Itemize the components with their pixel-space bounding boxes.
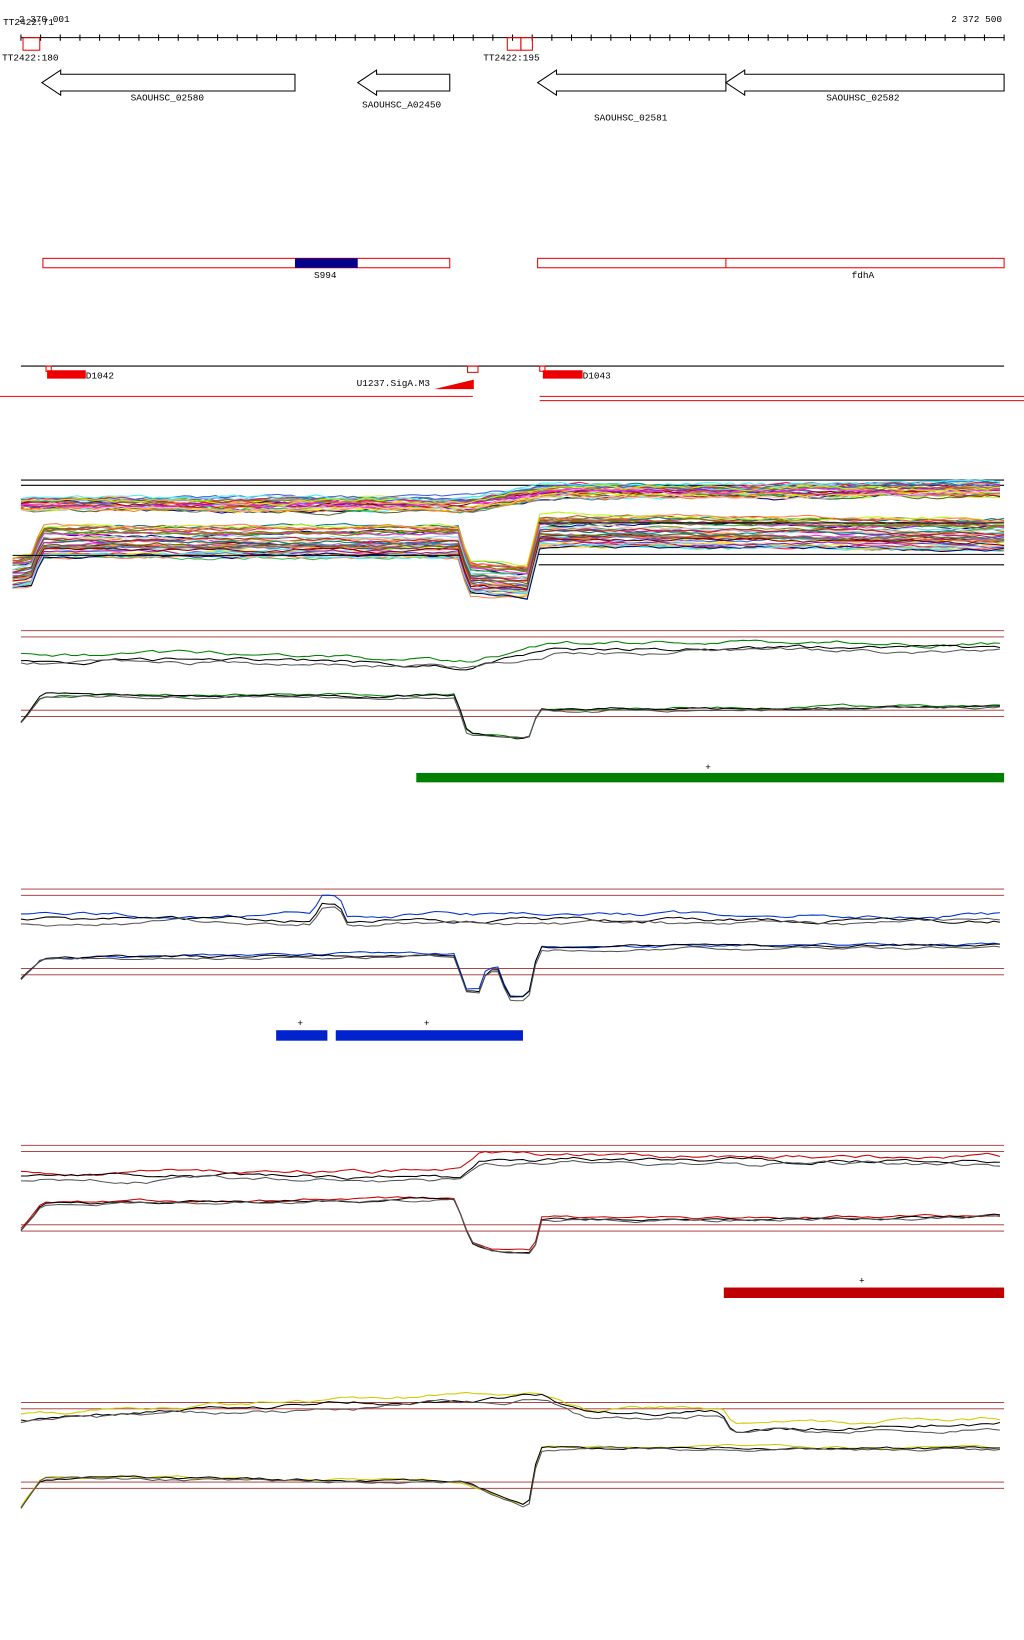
promoter bbox=[434, 379, 474, 390]
expression-line bbox=[12, 537, 1005, 590]
expression-line bbox=[20, 639, 1000, 663]
expression-line bbox=[20, 484, 1000, 507]
gene-label: SAOUHSC_02580 bbox=[131, 92, 205, 103]
expression-line bbox=[20, 1398, 1000, 1434]
expression-line bbox=[12, 542, 1005, 595]
expression-line bbox=[20, 692, 1000, 740]
expression-line bbox=[12, 538, 1005, 591]
expression-line bbox=[12, 520, 1005, 575]
expression-line bbox=[20, 481, 1001, 505]
expression-line bbox=[20, 1160, 1000, 1185]
gene-arrow bbox=[356, 69, 451, 97]
gene-arrow bbox=[724, 69, 1005, 97]
terminator-label: TT2422:71 bbox=[3, 17, 54, 28]
expression-line bbox=[20, 1443, 1000, 1508]
feature-label: D1042 bbox=[86, 371, 114, 382]
segment bbox=[723, 1287, 1005, 1298]
operon bbox=[42, 257, 451, 269]
expression-line bbox=[20, 1156, 1000, 1180]
feature-label: U1237.SigA.M3 bbox=[357, 378, 431, 389]
expression-line bbox=[20, 647, 1000, 669]
expression-line bbox=[20, 487, 1000, 509]
expression-line bbox=[20, 894, 1000, 920]
ruler-end: 2 372 500 bbox=[951, 14, 1002, 25]
expression-line bbox=[20, 1393, 1001, 1434]
expression-line bbox=[20, 1150, 1001, 1177]
segment-mark: + bbox=[859, 1275, 865, 1286]
expression-line bbox=[20, 1391, 1001, 1425]
feature-box bbox=[539, 365, 546, 372]
ruler-ticks bbox=[20, 34, 1005, 41]
expression-line bbox=[20, 945, 1000, 1002]
expression-line bbox=[20, 942, 1001, 997]
expression-line bbox=[20, 1196, 1000, 1251]
expression-line bbox=[20, 1445, 1000, 1509]
terminator bbox=[22, 37, 41, 51]
expression-line bbox=[20, 490, 1000, 512]
segment bbox=[276, 1030, 328, 1041]
gene-arrow bbox=[536, 69, 727, 97]
expression-line bbox=[20, 695, 1001, 739]
expression-line bbox=[20, 692, 1000, 739]
expression-tracks bbox=[12, 479, 1005, 1509]
gene-label: SAOUHSC_A02450 bbox=[362, 100, 441, 111]
terminator bbox=[520, 37, 533, 51]
feature-label: D1043 bbox=[583, 371, 612, 382]
segment bbox=[335, 1030, 523, 1041]
expression-line bbox=[12, 528, 1005, 580]
segment bbox=[416, 772, 1005, 783]
gene-track bbox=[40, 69, 1005, 97]
gene-label: SAOUHSC_02581 bbox=[594, 112, 668, 123]
gene-arrow bbox=[40, 69, 296, 97]
expression-line bbox=[12, 532, 1005, 586]
terminator bbox=[506, 37, 522, 51]
segment-mark: + bbox=[705, 762, 711, 773]
terminator-label: TT2422:180 bbox=[2, 53, 59, 64]
gene-label: SAOUHSC_02582 bbox=[826, 92, 899, 103]
terminator-label: TT2422:195 bbox=[483, 53, 540, 64]
operon-label: fdhA bbox=[852, 270, 875, 281]
expression-line bbox=[12, 527, 1005, 582]
feature bbox=[542, 370, 583, 379]
feature-box bbox=[467, 365, 479, 373]
expression-line bbox=[20, 491, 1000, 514]
segment-mark: + bbox=[297, 1018, 303, 1029]
expression-line bbox=[20, 479, 1001, 502]
operon-label: S994 bbox=[314, 270, 337, 281]
feature bbox=[47, 370, 86, 379]
expression-line bbox=[20, 943, 1000, 998]
expression-line bbox=[12, 532, 1005, 585]
expression-line bbox=[20, 906, 1000, 927]
expression-line bbox=[12, 513, 1005, 568]
segment-mark: + bbox=[424, 1018, 430, 1029]
expression-line bbox=[20, 487, 1000, 509]
expression-line bbox=[20, 1446, 1000, 1509]
operon-highlight bbox=[294, 258, 358, 268]
expression-line bbox=[20, 902, 1001, 925]
operon bbox=[537, 257, 1005, 269]
ruler-start: 2 370 001 bbox=[19, 14, 70, 25]
expression-line bbox=[20, 1198, 1000, 1255]
expression-line bbox=[20, 644, 1001, 671]
